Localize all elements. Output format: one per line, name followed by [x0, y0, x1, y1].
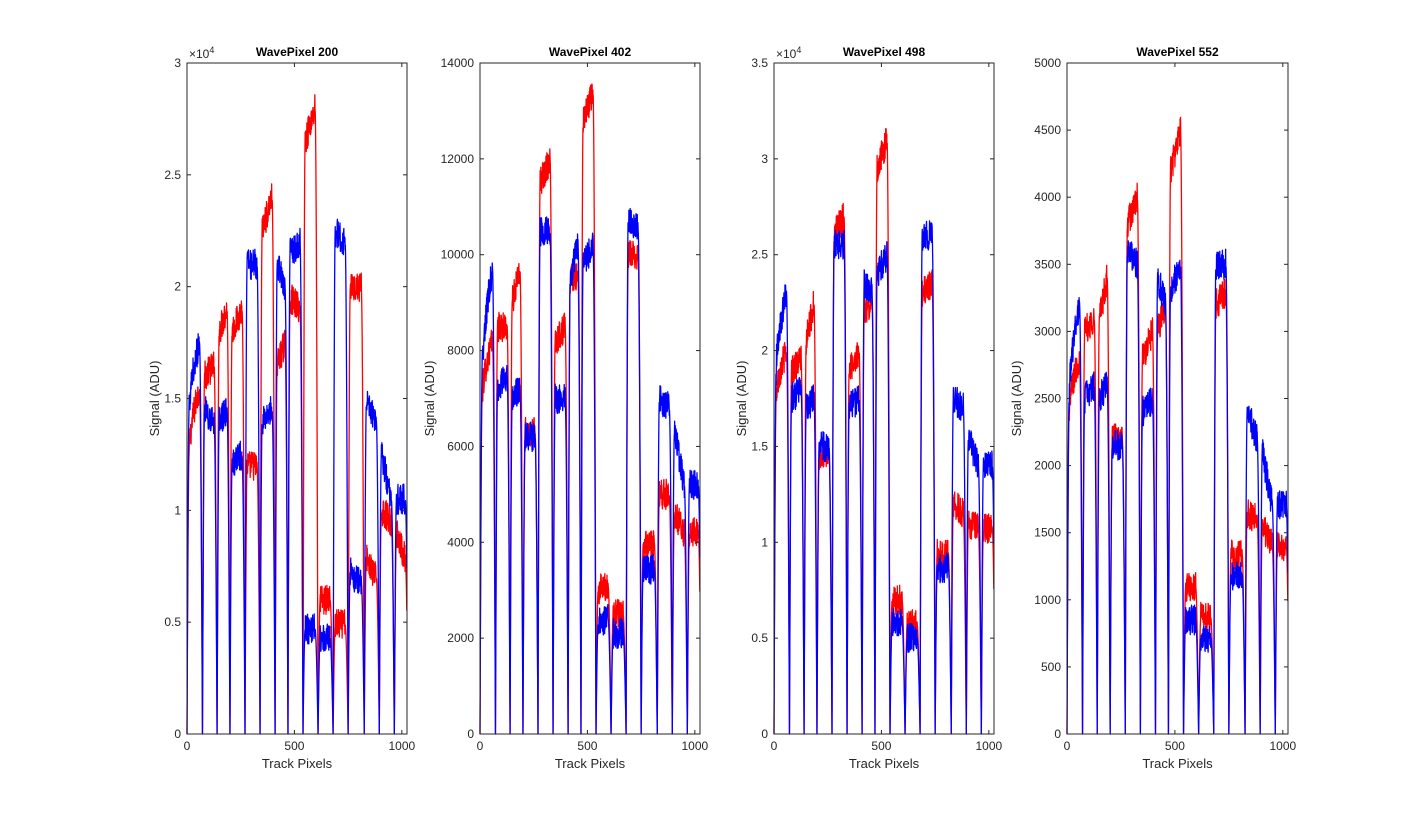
panel-4: 0500100015002000250030003500400045005000…	[1009, 45, 1296, 771]
y-tick-label: 3500	[1034, 257, 1061, 271]
y-tick-label: 1.5	[164, 392, 181, 406]
y-tick-label: 500	[1041, 660, 1061, 674]
y-tick-label: 2.5	[751, 248, 768, 262]
y-tick-label: 2000	[1034, 459, 1061, 473]
y-tick-label: 0.5	[164, 615, 181, 629]
y-tick-label: 0	[174, 727, 181, 741]
y-tick-label: 1	[174, 503, 181, 517]
panel-title: WavePixel 498	[843, 45, 926, 59]
y-exponent-label: ×104	[776, 45, 801, 61]
y-tick-label: 0.5	[751, 631, 768, 645]
x-tick-label: 1000	[388, 739, 415, 753]
x-tick-label: 1000	[681, 739, 708, 753]
x-tick-label: 500	[1165, 739, 1185, 753]
x-tick-label: 0	[771, 739, 778, 753]
red-series-line	[773, 128, 995, 735]
red-series-line	[479, 83, 701, 735]
y-axis-label: Signal (ADU)	[734, 361, 749, 437]
y-tick-label: 4000	[1034, 190, 1061, 204]
y-tick-label: 3	[761, 152, 768, 166]
axes-box	[773, 62, 995, 735]
y-tick-label: 4500	[1034, 123, 1061, 137]
y-tick-label: 1	[761, 535, 768, 549]
panel-title: WavePixel 552	[1136, 45, 1219, 59]
y-tick-label: 6000	[447, 439, 474, 453]
y-tick-label: 1000	[1034, 593, 1061, 607]
plot-area	[187, 63, 407, 734]
red-series-line	[1066, 116, 1289, 735]
y-tick-label: 5000	[1034, 56, 1061, 70]
red-series-line	[186, 94, 408, 735]
y-tick-label: 0	[1054, 727, 1061, 741]
panel-1: 0 0.5 1 1.5 2 2.5 3 0 500 1000 ×104 WavePixel 200 Tr…	[147, 45, 416, 771]
x-tick-label: 0	[184, 739, 191, 753]
x-tick-label: 1000	[1269, 739, 1296, 753]
y-tick-label: 3000	[1034, 324, 1061, 338]
x-tick-label: 0	[1064, 739, 1071, 753]
y-axis-label: Signal (ADU)	[147, 361, 162, 437]
axes-box	[479, 62, 701, 735]
y-tick-label: 2	[761, 344, 768, 358]
x-tick-label: 0	[477, 739, 484, 753]
y-tick-label: 1500	[1034, 526, 1061, 540]
y-tick-label: 2000	[447, 631, 474, 645]
x-tick-label: 500	[284, 739, 304, 753]
y-tick-label: 8000	[447, 344, 474, 358]
y-tick-label: 2.5	[164, 168, 181, 182]
y-tick-label: 2	[174, 280, 181, 294]
x-tick-label: 500	[871, 739, 891, 753]
x-tick-label: 500	[577, 739, 597, 753]
blue-series-line	[773, 220, 995, 735]
x-axis-label: Track Pixels	[262, 756, 333, 771]
x-axis-label: Track Pixels	[1142, 756, 1213, 771]
y-tick-label: 12000	[441, 152, 475, 166]
panel-2: 0 2000 4000 6000 8000 10000 12000 14000 0 500 1000…	[422, 45, 709, 771]
y-axis-label: Signal (ADU)	[422, 361, 437, 437]
panel-3: 0 0.5 1 1.5 2 2.5 3 3.5 0 500 1000 ×104 WavePixel 49…	[734, 45, 1003, 771]
x-axis-label: Track Pixels	[849, 756, 920, 771]
y-tick-label: 3.5	[751, 56, 768, 70]
y-axis-label: Signal (ADU)	[1009, 361, 1024, 437]
y-tick-label: 14000	[441, 56, 475, 70]
y-tick-label: 10000	[441, 248, 475, 262]
y-tick-label: 2500	[1034, 392, 1061, 406]
panel-title: WavePixel 402	[549, 45, 632, 59]
y-tick-label: 3	[174, 56, 181, 70]
y-tick-label: 0	[467, 727, 474, 741]
blue-series-line	[479, 207, 701, 735]
y-exponent-label: ×104	[189, 45, 214, 61]
x-tick-label: 1000	[975, 739, 1002, 753]
blue-series-line	[1066, 240, 1289, 735]
y-tick-label: 1.5	[751, 439, 768, 453]
panel-title: WavePixel 200	[256, 45, 339, 59]
y-tick-label: 4000	[447, 535, 474, 549]
y-tick-label: 0	[761, 727, 768, 741]
blue-series-line	[186, 218, 408, 735]
x-axis-label: Track Pixels	[555, 756, 626, 771]
